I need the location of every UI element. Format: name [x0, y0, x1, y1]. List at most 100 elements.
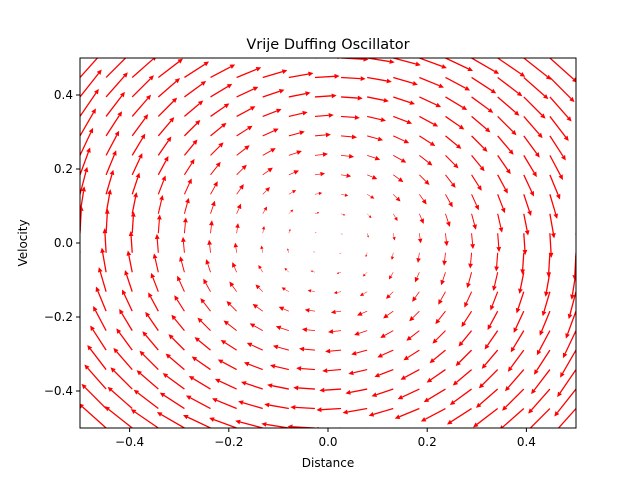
field-arrow: [288, 170, 299, 176]
field-arrow: [80, 225, 82, 253]
y-tick-label: 0.0: [54, 236, 73, 250]
field-arrow: [539, 310, 551, 336]
field-arrow: [341, 193, 349, 197]
field-arrow: [400, 369, 420, 380]
field-arrow: [549, 194, 559, 219]
field-arrow: [414, 272, 420, 283]
field-arrow: [471, 96, 494, 113]
field-arrow: [168, 334, 185, 351]
field-arrow: [313, 426, 342, 428]
field-arrow: [354, 330, 368, 336]
field-arrow: [105, 169, 115, 195]
field-arrow: [162, 373, 185, 390]
field-arrow: [262, 187, 270, 195]
field-arrow: [136, 370, 159, 390]
field-arrow: [497, 76, 523, 97]
field-arrow: [426, 369, 446, 383]
y-tick-label: 0.4: [54, 88, 73, 102]
x-tick-label: 0.0: [318, 435, 337, 449]
field-arrow: [262, 128, 279, 137]
field-arrow: [497, 213, 504, 233]
field-arrow: [328, 329, 342, 334]
field-arrow: [236, 203, 242, 214]
field-arrow: [494, 252, 500, 272]
field-arrow: [419, 194, 427, 205]
field-arrow: [80, 166, 89, 195]
field-arrow: [262, 148, 276, 156]
field-arrow: [124, 269, 133, 292]
field-arrow: [122, 289, 133, 312]
field-arrow: [194, 337, 211, 351]
field-arrow: [260, 245, 264, 253]
field-arrow: [235, 419, 263, 428]
field-arrow: [341, 173, 352, 178]
field-arrow: [341, 58, 369, 62]
field-arrow: [518, 272, 525, 294]
field-arrow: [523, 115, 543, 139]
field-arrow: [105, 150, 117, 176]
field-arrow: [390, 252, 395, 260]
field-arrow: [314, 231, 317, 234]
field-arrow: [419, 96, 442, 108]
field-arrow: [412, 291, 420, 302]
field-arrow: [490, 291, 499, 311]
field-arrow: [80, 268, 81, 292]
field-arrow: [310, 270, 316, 273]
field-arrow: [288, 150, 302, 156]
field-arrow: [252, 303, 263, 312]
field-arrow: [345, 388, 368, 395]
field-arrow: [575, 96, 576, 121]
field-arrow: [341, 76, 366, 82]
field-arrow: [128, 231, 134, 253]
field-arrow: [367, 194, 375, 199]
field-arrow: [416, 252, 421, 263]
field-arrow: [393, 213, 398, 222]
field-arrow: [80, 108, 96, 137]
field-arrow: [80, 186, 86, 214]
field-arrow: [177, 275, 185, 292]
field-arrow: [185, 395, 211, 410]
field-arrow: [541, 291, 551, 317]
field-arrow: [314, 152, 328, 157]
field-arrow: [445, 76, 471, 91]
field-arrow: [525, 408, 551, 428]
field-arrow: [159, 392, 185, 410]
field-arrow: [287, 424, 315, 428]
field-arrow: [183, 119, 201, 137]
field-arrow: [183, 178, 192, 195]
field-arrow: [445, 213, 451, 227]
field-arrow: [487, 310, 499, 330]
field-arrow: [502, 388, 525, 411]
field-arrow: [210, 64, 236, 79]
field-arrow: [341, 115, 360, 120]
field-arrow: [171, 314, 185, 332]
plot-frame: [79, 57, 577, 429]
field-arrow: [445, 194, 453, 208]
field-arrow: [207, 239, 213, 253]
x-tick-label: 0.2: [418, 435, 437, 449]
field-arrow: [340, 233, 343, 235]
field-arrow: [341, 134, 357, 140]
field-arrow: [458, 330, 473, 347]
field-arrow: [455, 349, 473, 367]
field-arrow: [307, 289, 315, 293]
field-arrow: [420, 407, 446, 422]
field-arrow: [549, 135, 566, 161]
x-axis: −0.4 −0.2 0.0 0.2 0.4: [115, 428, 536, 449]
field-arrow: [393, 174, 404, 183]
field-arrow: [442, 252, 447, 266]
field-arrow: [131, 75, 154, 98]
field-arrow: [394, 407, 420, 419]
field-arrow: [131, 192, 138, 214]
field-arrow: [210, 161, 221, 176]
field-arrow: [236, 86, 259, 98]
field-arrow: [471, 174, 482, 191]
field-arrow: [80, 69, 102, 98]
field-arrow: [174, 295, 185, 312]
field-arrow: [471, 76, 497, 94]
field-arrow: [575, 77, 576, 102]
field-arrow: [220, 339, 237, 351]
field-arrow: [314, 191, 323, 196]
field-arrow: [549, 96, 572, 122]
field-arrow: [574, 233, 576, 261]
